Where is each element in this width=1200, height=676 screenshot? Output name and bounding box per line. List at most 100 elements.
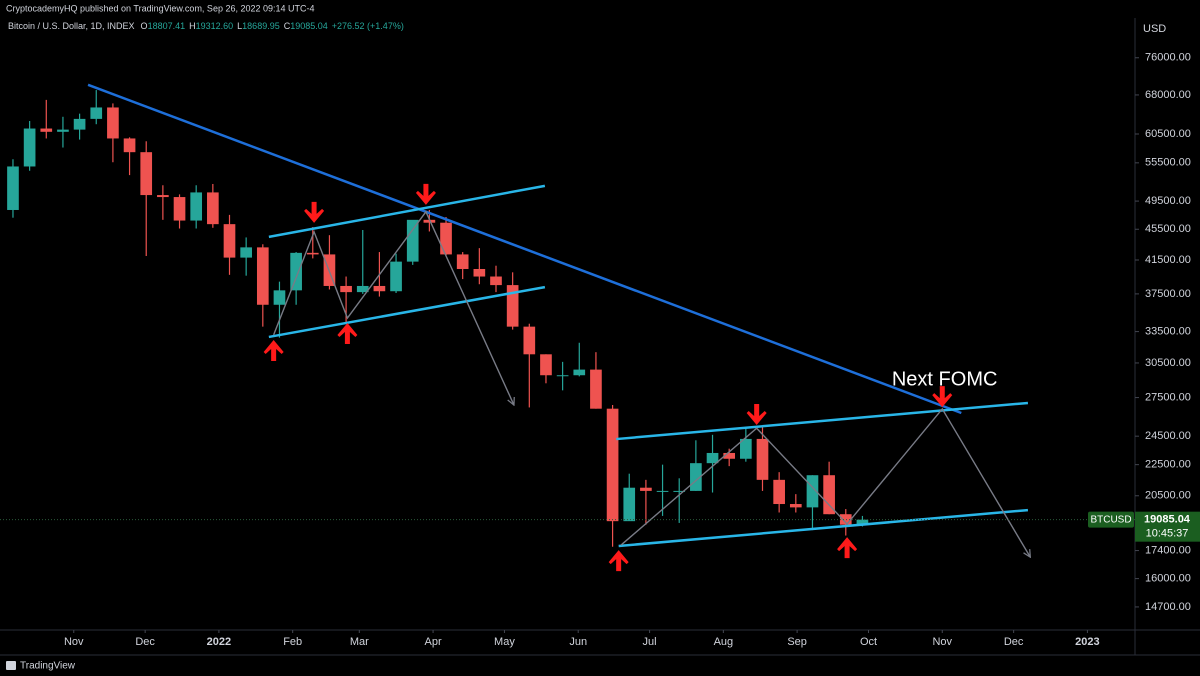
y-tick-label: 22500.00 (1145, 459, 1191, 471)
signal-arrow (608, 550, 629, 572)
candle-body (473, 268, 486, 277)
y-tick-label: 33500.00 (1145, 326, 1191, 338)
y-tick-label: 60500.00 (1145, 128, 1191, 140)
trendline (87, 83, 962, 415)
candle-body (90, 107, 103, 119)
candle-body (806, 475, 819, 508)
signal-arrow (304, 201, 325, 223)
candle-body (340, 285, 352, 293)
x-tick-label: 2023 (1075, 636, 1099, 648)
footer-logo: TradingView (6, 661, 76, 672)
signal-arrow (837, 537, 858, 559)
x-tick-label: Oct (860, 636, 877, 648)
x-tick-label: Nov (64, 636, 84, 648)
x-tick-label: Apr (424, 636, 441, 648)
y-tick-label: 55500.00 (1145, 157, 1191, 169)
header-change: +276.52 (+1.47%) (332, 21, 404, 31)
candle-body (140, 152, 153, 196)
candle-body (523, 326, 536, 355)
header-field-label: H (189, 21, 196, 31)
candle-body (556, 375, 569, 377)
y-tick-label: 16000.00 (1145, 573, 1191, 585)
candle-body (240, 247, 252, 258)
x-tick-label: Jul (643, 636, 657, 648)
candle-body (290, 252, 302, 291)
candle-body (390, 261, 402, 292)
candle-body (590, 369, 602, 409)
candle-body (706, 452, 719, 464)
x-tick-label: 2022 (207, 636, 231, 648)
header-field-value: 19312.60 (196, 21, 234, 31)
countdown: 10:45:37 (1146, 528, 1189, 540)
x-tick-label: Dec (1004, 636, 1024, 648)
candle-body (723, 452, 736, 459)
candle-body (157, 195, 169, 198)
x-tick-label: Jun (569, 636, 587, 648)
price-badge (1135, 511, 1200, 542)
candle-body (373, 285, 386, 292)
annotation: Next FOMC (892, 368, 998, 390)
candle-body (656, 490, 669, 492)
projection-path (620, 407, 1030, 557)
candle-body (490, 276, 502, 286)
candle-body (273, 290, 286, 305)
candle-body (540, 354, 552, 376)
candle-body (356, 285, 369, 293)
candle-body (57, 129, 69, 132)
x-tick-label: Nov (932, 636, 952, 648)
trendline (268, 184, 546, 239)
signal-arrow (746, 404, 767, 426)
candle-body (440, 222, 452, 255)
candle-body (573, 369, 586, 376)
header-field-value: 18689.95 (242, 21, 280, 31)
footer-brand: TradingView (20, 661, 76, 672)
symbol-badge (1088, 511, 1134, 528)
header-field-label: C (284, 21, 291, 31)
candle-body (756, 438, 769, 480)
header-field-label: L (237, 21, 242, 31)
candle-body (606, 408, 619, 522)
candle-body (107, 107, 119, 139)
y-tick-label: 76000.00 (1145, 52, 1191, 64)
signal-arrow (263, 339, 284, 361)
candle-body (423, 219, 436, 223)
attribution: CryptocademyHQ published on TradingView.… (6, 3, 315, 13)
x-tick-label: Feb (283, 636, 302, 648)
symbol-label: BTCUSD (1090, 514, 1131, 525)
header-field-value: 18807.41 (148, 21, 186, 31)
candle-body (223, 224, 236, 258)
candle-body (789, 504, 802, 508)
candle-body (40, 128, 53, 132)
header-title: Bitcoin / U.S. Dollar, 1D, INDEX (8, 21, 135, 31)
candle-body (190, 192, 203, 221)
candle-body (123, 138, 136, 153)
signal-arrow (337, 322, 358, 344)
candle-body (23, 128, 36, 167)
y-tick-label: 27500.00 (1145, 391, 1191, 403)
trendline (616, 401, 1029, 441)
candle-body (823, 475, 835, 515)
last-price-label: 19085.04 (1144, 514, 1191, 526)
candle-body (640, 487, 652, 491)
currency: USD (1143, 23, 1166, 35)
x-tick-label: Aug (714, 636, 734, 648)
x-tick-label: May (494, 636, 515, 648)
candle-body (856, 519, 869, 525)
candle-body (623, 487, 636, 522)
x-tick-label: Sep (787, 636, 807, 648)
candle-body (7, 166, 19, 210)
candle-body (256, 247, 269, 305)
candle-body (506, 285, 519, 327)
y-tick-label: 17400.00 (1145, 544, 1191, 556)
y-tick-label: 45500.00 (1145, 223, 1191, 235)
trendline (268, 285, 546, 339)
candle-body (773, 479, 785, 505)
candle-body (306, 252, 319, 255)
candle-body (207, 192, 219, 225)
candle-body (740, 438, 752, 459)
y-tick-label: 49500.00 (1145, 195, 1191, 207)
x-tick-label: Mar (350, 636, 369, 648)
signal-arrow (415, 183, 436, 205)
